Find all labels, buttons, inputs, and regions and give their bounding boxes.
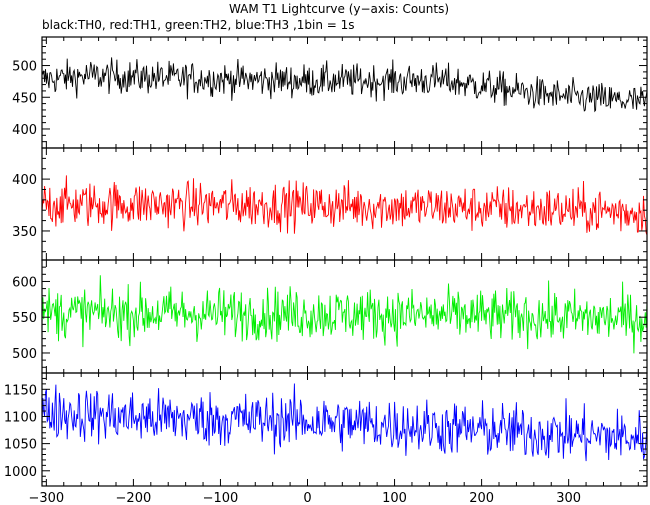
panel-TH3: 1000 1050 1100 1150	[4, 372, 648, 487]
y-tick-label: 450	[12, 91, 37, 106]
y-tick-label: 350	[12, 225, 37, 240]
x-tick-label: −300	[28, 491, 64, 505]
series-line-TH3	[42, 383, 647, 462]
x-axis: −300 −200 −100 0 100 200 300	[28, 491, 581, 505]
x-tick-label: 0	[303, 491, 311, 505]
x-tick-label: −100	[203, 491, 239, 505]
series-line-TH1	[42, 175, 647, 236]
series-line-TH2	[42, 275, 647, 354]
x-tick-label: −200	[116, 491, 152, 505]
x-tick-label: 200	[469, 491, 494, 505]
y-tick-label: 400	[12, 173, 37, 188]
panel-TH1: 350 400	[12, 147, 648, 261]
x-tick-label: 300	[556, 491, 581, 505]
chart-title: WAM T1 Lightcurve (y−axis: Counts)	[229, 2, 449, 16]
panel-TH2: 500 550 600	[12, 259, 648, 374]
y-tick-label: 550	[12, 311, 37, 326]
panel-frame	[41, 36, 648, 149]
y-tick-label: 1050	[4, 438, 37, 453]
y-tick-label: 1150	[4, 383, 37, 398]
x-tick-label: 100	[382, 491, 407, 505]
panels: 400 450 500 350 400 500 550 600 1000 1050 1100 1150	[4, 36, 648, 487]
y-tick-label: 500	[12, 347, 37, 362]
panel-TH0: 400 450 500	[12, 36, 648, 149]
panel-frame	[41, 372, 648, 487]
y-tick-label: 400	[12, 123, 37, 138]
y-tick-label: 1100	[4, 410, 37, 425]
y-tick-label: 500	[12, 60, 37, 75]
chart-subtitle: black:TH0, red:TH1, green:TH2, blue:TH3 …	[42, 18, 355, 32]
y-tick-label: 1000	[4, 465, 37, 480]
y-tick-label: 600	[12, 275, 37, 290]
series-line-TH0	[42, 57, 647, 113]
